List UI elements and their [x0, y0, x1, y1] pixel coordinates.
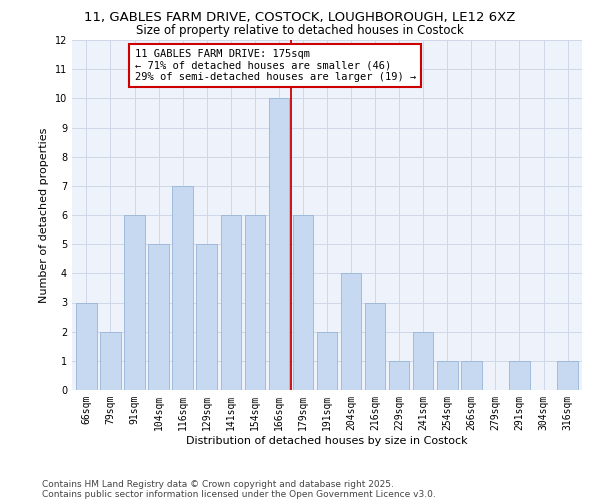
- Bar: [76, 302, 97, 390]
- Bar: [100, 332, 121, 390]
- Bar: [413, 332, 433, 390]
- Bar: [269, 98, 289, 390]
- Bar: [509, 361, 530, 390]
- Text: 11, GABLES FARM DRIVE, COSTOCK, LOUGHBOROUGH, LE12 6XZ: 11, GABLES FARM DRIVE, COSTOCK, LOUGHBOR…: [85, 11, 515, 24]
- Bar: [172, 186, 193, 390]
- Bar: [148, 244, 169, 390]
- Bar: [124, 215, 145, 390]
- Y-axis label: Number of detached properties: Number of detached properties: [39, 128, 49, 302]
- X-axis label: Distribution of detached houses by size in Costock: Distribution of detached houses by size …: [186, 436, 468, 446]
- Bar: [221, 215, 241, 390]
- Bar: [341, 274, 361, 390]
- Text: Contains HM Land Registry data © Crown copyright and database right 2025.
Contai: Contains HM Land Registry data © Crown c…: [42, 480, 436, 499]
- Bar: [365, 302, 385, 390]
- Bar: [389, 361, 409, 390]
- Bar: [437, 361, 458, 390]
- Bar: [293, 215, 313, 390]
- Bar: [461, 361, 482, 390]
- Bar: [557, 361, 578, 390]
- Bar: [245, 215, 265, 390]
- Bar: [317, 332, 337, 390]
- Text: 11 GABLES FARM DRIVE: 175sqm
← 71% of detached houses are smaller (46)
29% of se: 11 GABLES FARM DRIVE: 175sqm ← 71% of de…: [134, 49, 416, 82]
- Bar: [196, 244, 217, 390]
- Text: Size of property relative to detached houses in Costock: Size of property relative to detached ho…: [136, 24, 464, 37]
